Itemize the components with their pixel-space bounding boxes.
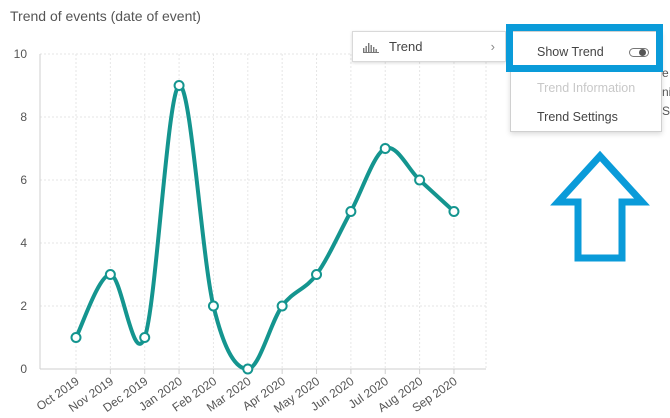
y-tick-label: 0 xyxy=(20,362,27,376)
chart-grid xyxy=(40,53,487,369)
data-point xyxy=(70,332,82,343)
data-point xyxy=(207,300,219,312)
data-point xyxy=(242,363,254,375)
up-arrow-annotation xyxy=(550,150,650,262)
data-point xyxy=(345,206,357,217)
trend-menu-label: Trend xyxy=(389,39,423,54)
chart-title: Trend of events (date of event) xyxy=(10,8,201,24)
data-point xyxy=(173,80,185,91)
clipped-text-fragment: S( xyxy=(662,104,670,118)
y-tick-label: 8 xyxy=(20,110,27,124)
show-trend-toggle[interactable] xyxy=(629,48,649,57)
chart-axes xyxy=(39,54,486,374)
trend-menu-item[interactable]: Trend › xyxy=(352,31,506,62)
chevron-right-icon: › xyxy=(490,39,495,54)
data-point xyxy=(414,174,426,186)
y-tick-label: 4 xyxy=(20,236,27,250)
clipped-text-fragment: e xyxy=(662,66,669,80)
data-point xyxy=(104,269,116,280)
clipped-text-fragment: ni xyxy=(662,85,670,99)
series-line xyxy=(74,83,456,371)
data-point xyxy=(379,143,391,154)
data-point xyxy=(448,206,460,217)
chart-series xyxy=(70,80,460,375)
trend-settings-item[interactable]: Trend Settings xyxy=(537,110,618,124)
y-tick-labels: 0 2 4 6 8 10 xyxy=(14,47,28,376)
y-tick-label: 6 xyxy=(20,173,27,187)
data-point xyxy=(139,332,151,343)
trend-chart-icon xyxy=(363,41,379,53)
toggle-knob xyxy=(639,49,646,56)
show-trend-item[interactable]: Show Trend xyxy=(537,45,604,59)
y-tick-label: 10 xyxy=(14,47,28,61)
trend-submenu: Show Trend Trend Information Trend Setti… xyxy=(510,31,662,132)
highlight-box xyxy=(506,24,663,72)
data-point xyxy=(311,269,323,280)
trend-information-item: Trend Information xyxy=(537,81,636,95)
y-tick-label: 2 xyxy=(20,299,27,313)
data-point xyxy=(276,300,288,312)
